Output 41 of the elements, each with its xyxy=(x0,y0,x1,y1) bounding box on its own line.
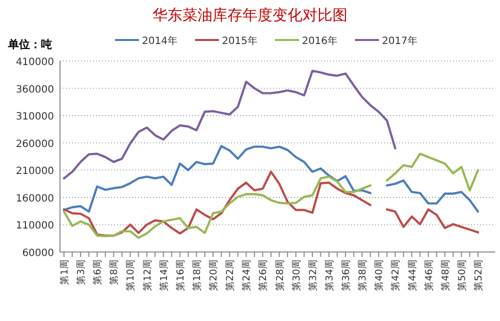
x-tick-label: 第1周 xyxy=(58,259,70,286)
x-tick-label: 第48周 xyxy=(439,259,452,292)
legend-label: 2014年 xyxy=(142,35,178,47)
x-tick-label: 第46周 xyxy=(422,259,435,292)
y-axis-title: 单位：吨 xyxy=(7,38,52,51)
y-tick-label: 160000 xyxy=(16,193,54,204)
y-tick-label: 360000 xyxy=(16,84,54,96)
x-tick-label: 第6周 xyxy=(92,259,104,286)
x-tick-label: 第28周 xyxy=(274,259,286,292)
x-tick-label: 第16周 xyxy=(174,259,186,292)
x-tick-label: 第8周 xyxy=(108,259,120,286)
x-tick-label: 第38周 xyxy=(356,259,369,292)
x-tick-label: 第10周 xyxy=(124,259,137,292)
legend-label: 2015年 xyxy=(222,35,258,47)
x-tick-label: 第3周 xyxy=(75,259,88,286)
y-tick-label: 260000 xyxy=(16,138,54,150)
y-tick-label: 210000 xyxy=(16,166,54,178)
x-tick-label: 第30周 xyxy=(290,259,302,292)
x-tick-label: 第36周 xyxy=(340,259,352,292)
x-tick-label: 第44周 xyxy=(406,259,418,292)
x-tick-label: 第22周 xyxy=(224,259,236,292)
x-tick-label: 第18周 xyxy=(190,259,203,292)
x-tick-label: 第34周 xyxy=(323,259,336,292)
x-tick-label: 第26周 xyxy=(257,259,270,292)
x-tick-label: 第24周 xyxy=(240,259,253,292)
x-tick-label: 第20周 xyxy=(208,259,220,292)
legend-label: 2016年 xyxy=(302,35,338,47)
y-tick-label: 110000 xyxy=(16,220,54,232)
x-tick-label: 第40周 xyxy=(373,259,386,292)
y-tick-label: 60000 xyxy=(22,248,54,259)
x-tick-label: 第42周 xyxy=(390,259,402,292)
x-tick-label: 第50周 xyxy=(456,259,468,292)
x-tick-label: 第52周 xyxy=(472,259,484,292)
x-tick-label: 第12周 xyxy=(141,259,154,292)
y-tick-label: 410000 xyxy=(16,57,54,68)
x-tick-label: 第32周 xyxy=(306,259,319,292)
chart-title: 华东菜油库存年度变化对比图 xyxy=(152,6,348,24)
y-tick-label: 310000 xyxy=(16,112,54,123)
x-tick-label: 第14周 xyxy=(158,259,170,292)
line-series xyxy=(62,70,396,180)
legend-label: 2017年 xyxy=(382,35,418,47)
